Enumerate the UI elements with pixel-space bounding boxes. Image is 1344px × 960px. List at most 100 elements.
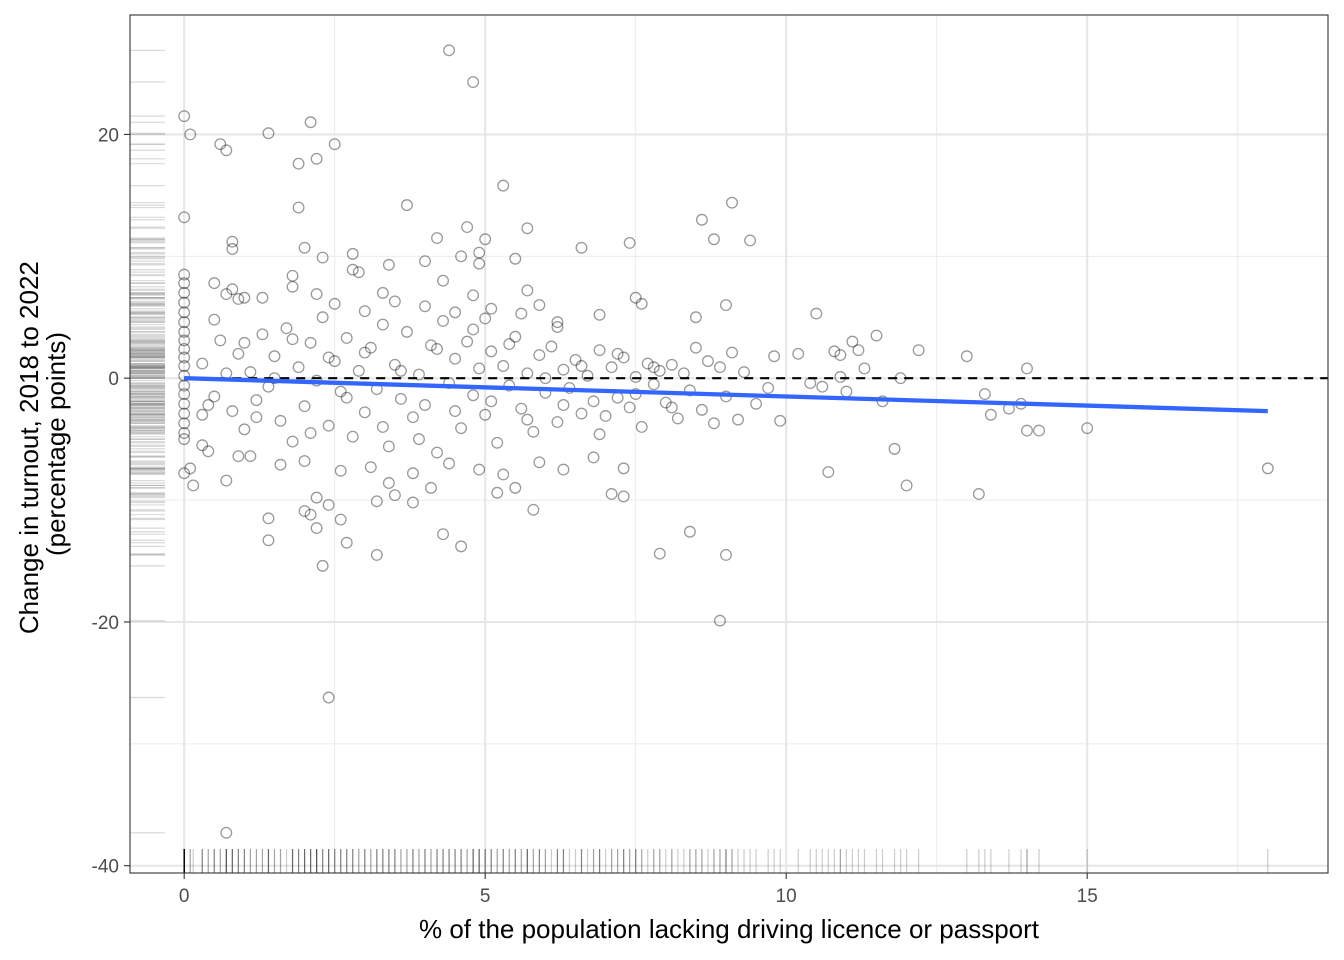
data-point xyxy=(238,336,251,349)
data-point xyxy=(208,313,221,326)
data-point xyxy=(533,456,546,469)
data-point xyxy=(286,269,299,282)
data-point xyxy=(467,76,480,88)
data-point xyxy=(503,379,516,392)
data-point xyxy=(178,342,191,355)
data-point xyxy=(322,498,335,511)
plot-panel xyxy=(130,15,1328,873)
data-point xyxy=(473,257,486,270)
data-point xyxy=(280,322,293,335)
data-point xyxy=(298,455,311,468)
data-point xyxy=(328,138,341,151)
data-point xyxy=(178,211,191,224)
data-point xyxy=(828,345,841,358)
data-point xyxy=(960,350,973,363)
data-point xyxy=(310,288,323,301)
data-point xyxy=(370,548,383,561)
data-point xyxy=(316,559,329,572)
data-point xyxy=(292,201,305,214)
data-point xyxy=(364,461,377,474)
data-point xyxy=(304,427,317,439)
data-point xyxy=(178,286,191,299)
data-point xyxy=(527,425,540,438)
data-point xyxy=(370,495,383,508)
data-point xyxy=(400,325,413,338)
data-point xyxy=(178,388,191,400)
data-point xyxy=(1021,362,1033,375)
data-point xyxy=(1081,422,1094,435)
data-point xyxy=(226,243,239,255)
data-point xyxy=(575,407,588,420)
data-point xyxy=(178,334,191,347)
data-point xyxy=(647,361,660,374)
data-point xyxy=(551,416,564,429)
data-point xyxy=(376,420,389,433)
data-point xyxy=(653,547,666,560)
data-point xyxy=(455,422,468,435)
data-point xyxy=(467,323,480,336)
data-point xyxy=(605,361,618,374)
plot-panel-border xyxy=(129,14,1329,874)
data-point xyxy=(557,399,570,411)
data-point xyxy=(545,340,558,353)
data-point xyxy=(256,328,269,341)
data-point xyxy=(479,408,492,421)
data-point xyxy=(413,368,425,381)
data-point xyxy=(575,360,588,372)
data-point xyxy=(593,428,606,441)
data-point xyxy=(467,289,480,302)
data-point xyxy=(726,346,738,359)
data-point xyxy=(479,312,492,325)
data-point xyxy=(376,286,389,299)
data-point xyxy=(388,489,401,502)
data-point xyxy=(382,440,395,453)
data-point xyxy=(292,361,305,374)
x-tick-label: 5 xyxy=(480,886,491,907)
data-point xyxy=(521,222,534,235)
data-point xyxy=(473,463,486,476)
data-point xyxy=(623,401,636,414)
data-point xyxy=(714,361,726,374)
data-point xyxy=(334,513,347,526)
data-point xyxy=(467,389,480,402)
data-point xyxy=(653,364,666,377)
data-point xyxy=(810,307,823,320)
data-point xyxy=(208,390,221,403)
data-point xyxy=(298,400,311,413)
data-point xyxy=(178,407,191,420)
data-point xyxy=(732,413,744,426)
data-point xyxy=(551,321,564,333)
data-point xyxy=(220,474,233,487)
data-point xyxy=(485,345,498,358)
data-point xyxy=(527,503,540,516)
data-point xyxy=(738,366,751,379)
data-point xyxy=(358,406,371,419)
y-tick-label: 20 xyxy=(98,125,119,146)
data-point xyxy=(178,427,191,439)
data-point xyxy=(244,450,257,463)
data-point xyxy=(208,277,221,290)
data-point xyxy=(816,380,829,393)
data-point xyxy=(461,335,474,348)
x-axis-title: % of the population lacking driving lice… xyxy=(419,914,1040,944)
data-point xyxy=(196,357,209,370)
data-point xyxy=(792,347,805,360)
data-point xyxy=(262,534,275,547)
data-point xyxy=(346,247,359,260)
data-point xyxy=(232,450,245,463)
data-point xyxy=(364,341,377,354)
data-point xyxy=(178,268,191,281)
data-point xyxy=(286,435,299,448)
data-point xyxy=(587,395,600,408)
data-point xyxy=(689,341,702,354)
data-point xyxy=(232,347,245,360)
data-point xyxy=(184,462,197,475)
data-points xyxy=(178,44,1274,839)
data-point xyxy=(334,385,347,398)
data-point xyxy=(1021,424,1033,437)
data-point xyxy=(346,263,359,276)
data-point xyxy=(870,329,883,342)
data-point xyxy=(184,128,197,141)
data-point xyxy=(322,351,335,364)
data-point xyxy=(635,420,648,433)
